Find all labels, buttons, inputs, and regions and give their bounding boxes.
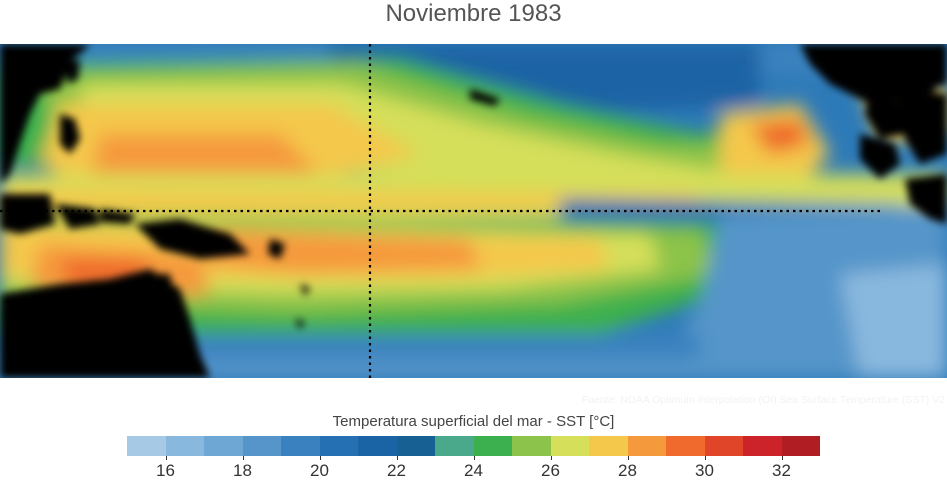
colorbar-swatch [627,436,666,456]
colorbar-tick-mark [704,456,706,460]
colorbar-tick-label: 20 [310,461,329,480]
colorbar-swatch [512,436,551,456]
colorbar-tick-mark [627,456,629,460]
colorbar-ticks: 16 18 20 22 24 26 28 30 32 [127,456,820,480]
colorbar-tick-mark [165,456,167,460]
colorbar-tick-mark [319,456,321,460]
colorbar-swatch [319,436,358,456]
colorbar-swatch [781,436,820,456]
colorbar-tick-label: 32 [772,461,791,480]
colorbar-label: Temperatura superficial del mar - SST [°… [332,413,615,430]
map-title: Noviembre 1983 [385,0,562,27]
colorbar-swatch [704,436,743,456]
sst-map: Fuente: NOAA Optimum Interpolation (OI) … [0,44,947,406]
colorbar-tick-label: 16 [156,461,175,480]
colorbar-swatch [743,436,782,456]
colorbar-tick-mark [550,456,552,460]
colorbar-swatch [435,436,474,456]
colorbar-tick-label: 22 [387,461,406,480]
colorbar-tick-mark [396,456,398,460]
colorbar-tick-label: 24 [464,461,483,480]
data-source-note: Fuente: NOAA Optimum Interpolation (OI) … [581,394,945,406]
colorbar [127,436,820,456]
colorbar-swatch [165,436,204,456]
colorbar-swatch [550,436,589,456]
colorbar-tick-mark [242,456,244,460]
colorbar-tick-label: 30 [695,461,714,480]
colorbar-tick-label: 26 [541,461,560,480]
colorbar-tick-label: 28 [618,461,637,480]
colorbar-swatch [589,436,628,456]
colorbar-swatch [666,436,705,456]
colorbar-tick-mark [781,456,783,460]
colorbar-swatch [204,436,243,456]
colorbar-swatch [473,436,512,456]
colorbar-swatch [396,436,435,456]
colorbar-swatch [358,436,397,456]
colorbar-swatch [127,436,166,456]
colorbar-tick-label: 18 [233,461,252,480]
colorbar-tick-mark [473,456,475,460]
land [0,44,947,378]
colorbar-swatch [242,436,281,456]
colorbar-swatch [281,436,320,456]
